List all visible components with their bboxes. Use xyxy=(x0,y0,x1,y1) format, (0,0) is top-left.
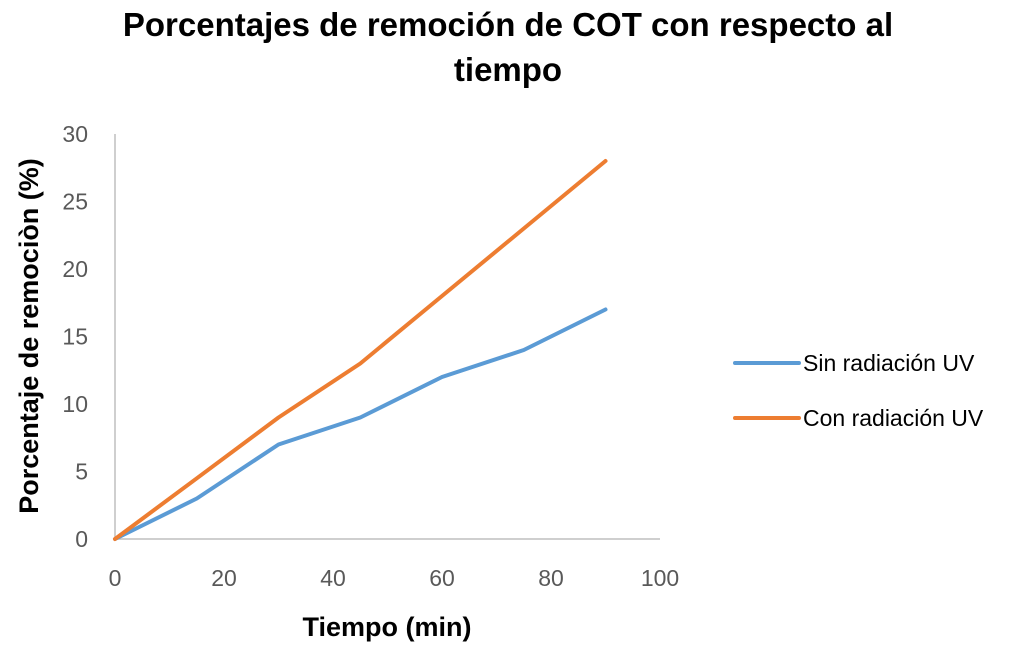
legend-label-1: Sin radiación UV xyxy=(803,350,975,376)
x-tick-labels: 0 20 40 60 80 100 xyxy=(109,565,680,591)
y-tick-label: 10 xyxy=(62,391,88,417)
x-tick-label: 0 xyxy=(109,565,122,591)
series-lines xyxy=(113,159,608,541)
chart-title-line-1: Porcentajes de remoción de COT con respe… xyxy=(123,6,893,43)
y-tick-label: 15 xyxy=(62,324,88,350)
y-axis-title: Porcentaje de remociòn (%) xyxy=(14,158,44,514)
axes xyxy=(114,134,660,540)
x-axis-title: Tiempo (min) xyxy=(302,612,471,642)
y-tick-label: 30 xyxy=(62,121,88,147)
y-tick-label: 5 xyxy=(75,459,88,485)
series-line-1 xyxy=(113,307,608,541)
legend-label-2: Con radiación UV xyxy=(803,405,984,431)
x-tick-label: 100 xyxy=(641,565,679,591)
y-tick-label: 0 xyxy=(75,526,88,552)
x-tick-label: 80 xyxy=(538,565,564,591)
legend: Sin radiación UV Con radiación UV xyxy=(733,350,984,431)
x-tick-label: 20 xyxy=(211,565,237,591)
y-tick-label: 25 xyxy=(62,189,88,215)
chart-title-line-2: tiempo xyxy=(454,51,562,88)
y-tick-label: 20 xyxy=(62,256,88,282)
x-tick-label: 60 xyxy=(429,565,455,591)
series-line-2 xyxy=(113,159,608,541)
x-tick-label: 40 xyxy=(320,565,346,591)
y-tick-labels: 0 5 10 15 20 25 30 xyxy=(62,121,88,552)
